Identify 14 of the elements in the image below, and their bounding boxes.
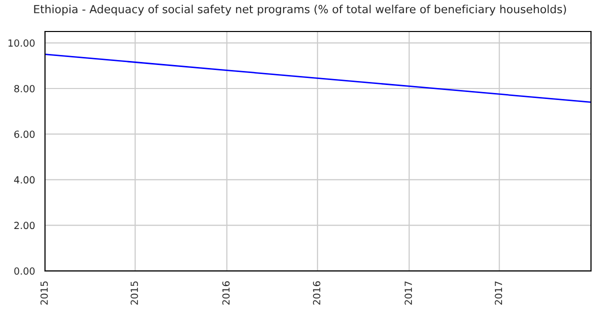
x-tick-label: 2015 [130,281,138,305]
chart-title: Ethiopia - Adequacy of social safety net programs (% of total welfare of beneficiary households) [34,4,566,16]
x-tick-label: 2017 [404,281,412,305]
y-tick-label: 0.00 [14,267,35,275]
x-tick-label: 2017 [494,281,502,305]
y-tick-label: 6.00 [14,130,35,138]
y-tick-label: 10.00 [8,39,35,47]
x-tick-label: 2016 [222,281,230,305]
line-series [45,54,591,103]
y-tick-label: 2.00 [14,222,35,230]
x-tick-label: 2015 [40,281,48,305]
x-tick-label: 2016 [312,281,320,305]
y-tick-label: 4.00 [14,176,35,184]
y-tick-label: 8.00 [14,84,35,92]
